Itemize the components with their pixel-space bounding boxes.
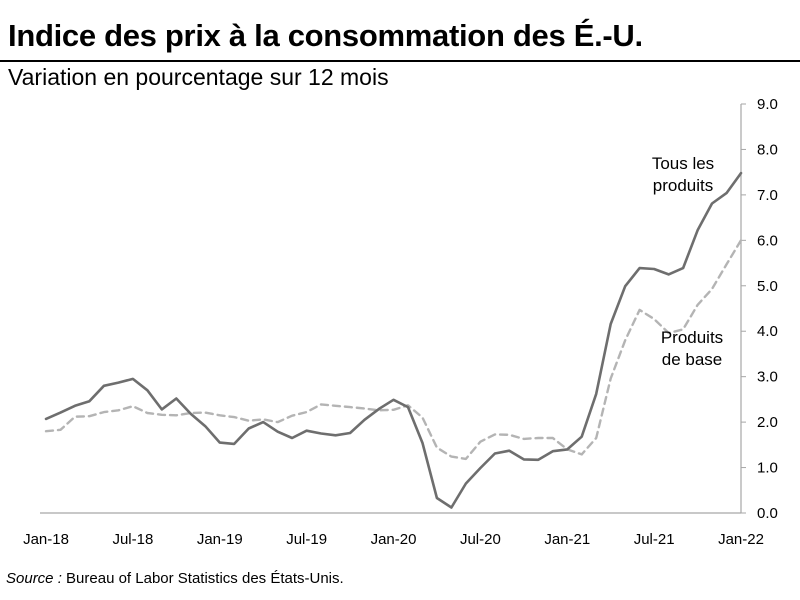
source-note: Source : Bureau of Labor Statistics des … [6, 570, 344, 587]
y-tick-label: 4.0 [757, 323, 778, 340]
x-tick-label: Jul-21 [634, 531, 675, 548]
core-series-line [44, 239, 743, 461]
source-label: Source : [6, 570, 62, 587]
y-tick-label: 9.0 [757, 96, 778, 113]
source-text: Bureau of Labor Statistics des États-Uni… [61, 570, 344, 587]
x-tick-label: Jan-22 [718, 531, 764, 548]
series-labels: Tous les produits Produits de base [652, 154, 723, 369]
x-tick-label: Jan-19 [197, 531, 243, 548]
x-tick-label: Jul-19 [286, 531, 327, 548]
series-layer [44, 171, 743, 509]
y-tick-label: 2.0 [757, 414, 778, 431]
y-axis-ticks: 0.0 1.0 2.0 3.0 4.0 5.0 6.0 7.0 8.0 9.0 [741, 96, 778, 522]
x-tick-label: Jan-20 [371, 531, 417, 548]
y-tick-label: 7.0 [757, 187, 778, 204]
series-label-line: produits [653, 176, 713, 195]
core-series-label: Produits de base [661, 328, 723, 369]
y-tick-label: 5.0 [757, 278, 778, 295]
x-tick-label: Jan-21 [544, 531, 590, 548]
all-items-series-label: Tous les produits [652, 154, 714, 195]
series-label-line: de base [662, 350, 723, 369]
chart-title: Indice des prix à la consommation des É.… [8, 18, 643, 53]
x-tick-label: Jan-18 [23, 531, 69, 548]
chart-subtitle: Variation en pourcentage sur 12 mois [8, 64, 389, 90]
title-divider [0, 60, 800, 62]
x-axis-ticks: Jan-18 Jul-18 Jan-19 Jul-19 Jan-20 Jul-20 Jan-… [23, 531, 764, 548]
y-tick-label: 0.0 [757, 505, 778, 522]
x-tick-label: Jul-18 [112, 531, 153, 548]
x-tick-label: Jul-20 [460, 531, 501, 548]
y-tick-label: 6.0 [757, 232, 778, 249]
series-label-line: Produits [661, 328, 723, 347]
y-tick-label: 1.0 [757, 460, 778, 477]
all-items-series-line [44, 171, 743, 509]
y-tick-label: 8.0 [757, 141, 778, 158]
y-tick-label: 3.0 [757, 369, 778, 386]
series-label-line: Tous les [652, 154, 714, 173]
